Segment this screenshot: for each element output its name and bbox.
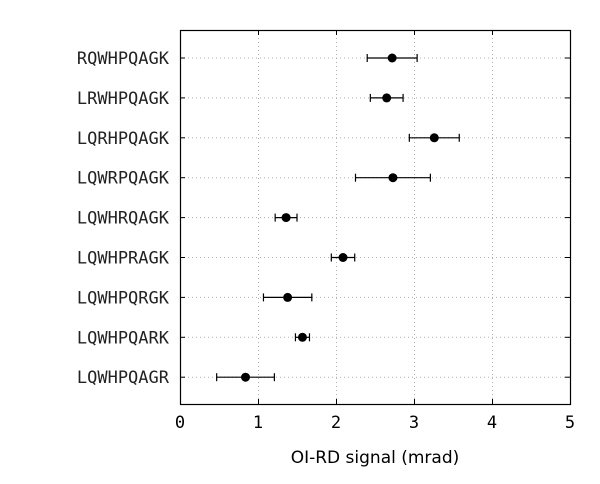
category-label: LQWHPQARK (77, 328, 170, 348)
category-label: LQWHRQAGK (77, 209, 170, 229)
data-point (429, 133, 439, 143)
data-point (281, 213, 291, 223)
category-label: LQWHPRAGK (77, 249, 170, 269)
x-tick-label: 1 (253, 413, 263, 433)
category-label: LQWRPQAGK (77, 169, 170, 189)
x-tick-label: 3 (409, 413, 419, 433)
data-point (387, 53, 397, 63)
data-point (241, 372, 251, 382)
category-label: LQWHPQRGK (77, 288, 170, 308)
x-tick-label: 2 (331, 413, 341, 433)
data-marks (216, 53, 460, 382)
data-point (283, 292, 293, 302)
data-point (388, 173, 398, 183)
data-point (338, 253, 348, 262)
axis-ticks (180, 30, 571, 404)
x-tick-label: 0 (175, 413, 185, 433)
category-label: LQRHPQAGK (77, 129, 170, 149)
category-label: LRWHPQAGK (77, 89, 170, 109)
data-point (382, 93, 392, 103)
data-point (297, 332, 307, 342)
category-label: LQWHPQAGR (77, 368, 170, 388)
grid-lines (180, 30, 570, 404)
category-label: RQWHPQAGK (77, 49, 170, 69)
x-axis-label: OI-RD signal (mrad) (291, 448, 460, 468)
x-tick-label: 5 (565, 413, 575, 433)
x-tick-label: 4 (487, 413, 497, 433)
x-tick-labels: 0 1 2 3 4 5 (175, 413, 575, 433)
category-labels: RQWHPQAGK LRWHPQAGK LQRHPQAGK LQWRPQAGK LQWH… (77, 49, 170, 388)
